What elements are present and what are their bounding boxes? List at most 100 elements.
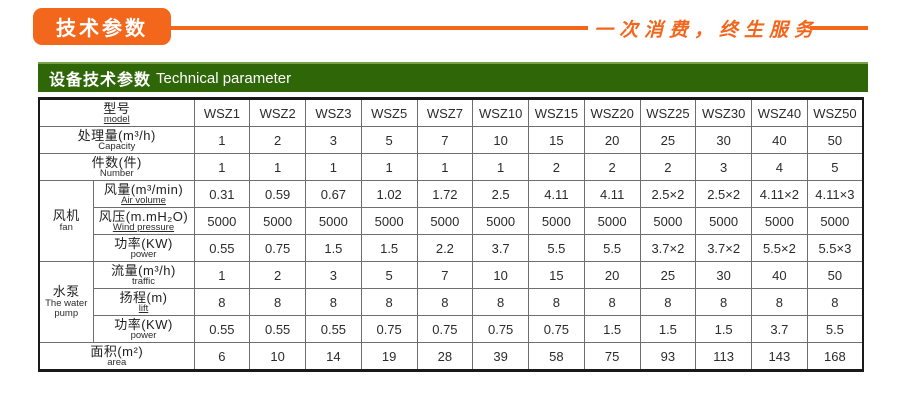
model-name-cell: WSZ20 [583, 98, 641, 127]
value-cell: 58 [528, 342, 585, 371]
value-cell: 2.5×2 [695, 180, 753, 208]
value-cell: 5 [360, 126, 418, 154]
value-cell: 8 [472, 288, 530, 316]
row-label-en: The water pump [45, 297, 88, 319]
value-cell: 25 [639, 126, 697, 154]
value-cell: 5000 [416, 207, 474, 235]
value-cell: 28 [416, 342, 474, 371]
value-cell: 3 [305, 126, 362, 154]
table-row: 扬程(m) lift 8 8 8 8 8 8 8 8 8 8 8 8 [39, 288, 864, 316]
param-label-cell: 扬程(m) lift [92, 288, 195, 316]
row-label-cn: 功率(KW) [114, 316, 173, 332]
table-title-banner: 设备技术参数 Technical parameter [38, 62, 868, 92]
value-cell: 1 [193, 261, 251, 289]
row-label-cn: 扬程(m) [119, 289, 168, 305]
value-cell: 25 [639, 261, 697, 289]
value-cell: 0.59 [249, 180, 307, 208]
header-divider-line-right [810, 26, 868, 30]
section-ribbon: 技术参数 [33, 8, 171, 45]
value-cell: 0.55 [193, 315, 251, 343]
model-name-cell: WSZ7 [416, 98, 474, 127]
value-cell: 5.5 [583, 234, 641, 262]
technical-parameter-table: 型号 model WSZ1 WSZ2 WSZ3 WSZ5 WSZ7 WSZ10 WSZ15 WS… [38, 97, 865, 372]
param-label-cell: 风压(m.mH₂O) Wind pressure [92, 207, 195, 235]
table-row: 型号 model WSZ1 WSZ2 WSZ3 WSZ5 WSZ7 WSZ10 WSZ15 WS… [38, 98, 864, 127]
value-cell: 4 [751, 153, 808, 181]
value-cell: 10 [249, 342, 307, 371]
model-name-cell: WSZ15 [528, 98, 585, 127]
value-cell: 5000 [193, 207, 251, 235]
value-cell: 50 [806, 126, 864, 154]
value-cell: 1 [416, 153, 474, 181]
value-cell: 1.5 [583, 315, 641, 343]
row-label-en: Wind pressure [112, 221, 175, 233]
table-row: 件数(件) Number 1 1 1 1 1 1 2 2 2 3 4 5 [38, 153, 864, 181]
value-cell: 10 [472, 126, 530, 154]
model-name-cell: WSZ5 [360, 98, 418, 127]
row-label-cn: 件数(件) [91, 154, 142, 170]
value-cell: 8 [695, 288, 753, 316]
model-name-cell: WSZ40 [751, 98, 808, 127]
value-cell: 3.7×2 [695, 234, 753, 262]
value-cell: 15 [528, 126, 585, 154]
value-cell: 5000 [806, 207, 864, 235]
model-name-cell: WSZ30 [695, 98, 753, 127]
value-cell: 2 [639, 153, 697, 181]
value-cell: 50 [806, 261, 864, 289]
row-label-cn: 风机 [52, 208, 80, 224]
model-name-cell: WSZ2 [249, 98, 307, 127]
group-label-cell: 风机 fan [38, 180, 94, 262]
value-cell: 0.75 [360, 315, 418, 343]
value-cell: 5000 [639, 207, 697, 235]
value-cell: 8 [639, 288, 697, 316]
value-cell: 0.75 [249, 234, 307, 262]
table-row: 处理量(m³/h) Capacity 1 2 3 5 7 10 15 20 25 30 40 50 [38, 126, 864, 154]
value-cell: 2.5 [472, 180, 530, 208]
value-cell: 8 [360, 288, 418, 316]
value-cell: 5000 [751, 207, 808, 235]
table-body: 型号 model WSZ1 WSZ2 WSZ3 WSZ5 WSZ7 WSZ10 WSZ15 WS… [38, 98, 864, 371]
value-cell: 5000 [472, 207, 530, 235]
header-divider-line-left [169, 26, 588, 30]
row-label-en: power [130, 329, 157, 341]
row-label-en: traffic [131, 275, 156, 287]
value-cell: 8 [249, 288, 307, 316]
slogan-text: 一次消费，终生服务 [594, 19, 820, 41]
value-cell: 8 [751, 288, 808, 316]
value-cell: 6 [193, 342, 251, 371]
value-cell: 1 [360, 153, 418, 181]
value-cell: 1 [249, 153, 307, 181]
row-label-cn: 水泵 [52, 284, 80, 300]
table-title-en: Technical parameter [156, 69, 292, 87]
param-label-cell: 面积(m²) area [38, 342, 195, 371]
value-cell: 5.5 [806, 315, 864, 343]
row-label-cn: 流量(m³/h) [111, 262, 176, 278]
model-name-cell: WSZ3 [305, 98, 362, 127]
value-cell: 15 [528, 261, 585, 289]
value-cell: 30 [695, 261, 753, 289]
value-cell: 20 [583, 261, 641, 289]
model-header-label-cell: 型号 model [38, 98, 195, 127]
table-row: 功率(KW) power 0.55 0.55 0.55 0.75 0.75 0.75 0.75… [39, 315, 864, 343]
value-cell: 8 [806, 288, 864, 316]
value-cell: 5.5 [528, 234, 585, 262]
model-name-cell: WSZ25 [639, 98, 697, 127]
value-cell: 5.5×2 [751, 234, 808, 262]
value-cell: 40 [751, 261, 808, 289]
value-cell: 113 [695, 342, 753, 371]
table-row: 功率(KW) power 0.55 0.75 1.5 1.5 2.2 3.7 5.5 5.5 3.… [39, 234, 864, 262]
value-cell: 1 [193, 126, 251, 154]
value-cell: 0.55 [193, 234, 251, 262]
value-cell: 4.11×2 [751, 180, 808, 208]
row-label-cn: 处理量(m³/h) [77, 127, 156, 143]
row-label-en: lift [138, 302, 149, 314]
value-cell: 8 [528, 288, 585, 316]
value-cell: 5000 [583, 207, 641, 235]
table-title-cn: 设备技术参数 [49, 72, 152, 89]
value-cell: 5000 [360, 207, 418, 235]
value-cell: 20 [583, 126, 641, 154]
value-cell: 5000 [528, 207, 585, 235]
value-cell: 0.67 [305, 180, 362, 208]
value-cell: 8 [305, 288, 362, 316]
value-cell: 0.75 [416, 315, 474, 343]
